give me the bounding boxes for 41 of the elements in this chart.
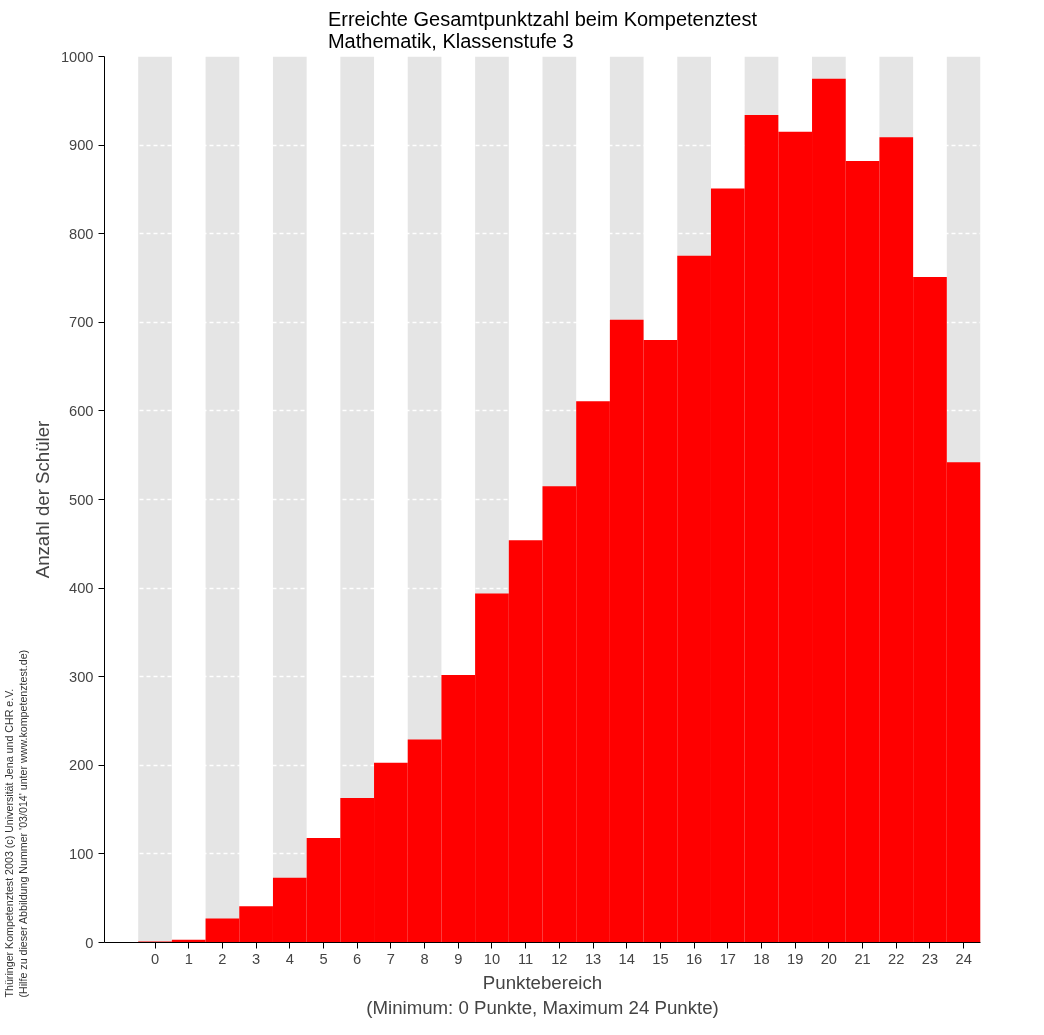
y-axis-title: Anzahl der Schüler bbox=[31, 420, 53, 579]
x-tick-label: 5 bbox=[319, 950, 328, 967]
x-tick-label: 20 bbox=[820, 950, 838, 967]
y-tick-label: 0 bbox=[85, 934, 94, 951]
x-tick-label: 13 bbox=[584, 950, 602, 967]
x-tick-label: 11 bbox=[518, 950, 534, 967]
y-tick-label: 500 bbox=[69, 491, 94, 508]
x-tick-label: 21 bbox=[854, 950, 871, 967]
x-tick-label: 24 bbox=[955, 950, 972, 967]
x-tick-label: 19 bbox=[787, 950, 804, 967]
x-tick-label: 2 bbox=[218, 950, 227, 967]
x-tick-label: 15 bbox=[652, 950, 669, 967]
x-tick-label: 1 bbox=[184, 950, 193, 967]
y-tick-label: 100 bbox=[69, 845, 94, 862]
x-tick-label: 8 bbox=[420, 950, 429, 967]
y-tick-label: 700 bbox=[69, 314, 94, 331]
x-tick-label: 12 bbox=[551, 950, 568, 967]
y-tick-label: 900 bbox=[69, 137, 94, 154]
x-tick-label: 22 bbox=[888, 950, 905, 967]
x-tick-label: 6 bbox=[353, 950, 362, 967]
x-tick-label: 23 bbox=[921, 950, 939, 967]
y-tick-label: 200 bbox=[69, 757, 94, 774]
x-tick-label: 14 bbox=[618, 950, 635, 967]
y-tick-label: 600 bbox=[69, 402, 94, 419]
x-axis-title: Punktebereich (Minimum: 0 Punkte, Maximum 24 Punkte) bbox=[366, 971, 719, 1018]
x-tick-label: 0 bbox=[150, 950, 160, 967]
x-tick-label: 7 bbox=[386, 950, 395, 967]
x-tick-label: 17 bbox=[719, 950, 736, 967]
y-tick-label: 800 bbox=[69, 225, 94, 242]
y-tick-label: 1000 bbox=[60, 48, 94, 65]
x-tick-label: 3 bbox=[252, 950, 261, 967]
x-tick-label: 9 bbox=[454, 950, 463, 967]
text: (Hilfe zu dieser Abbildung Nummer '03/014' unter www.kompetenztest.de) bbox=[16, 649, 29, 998]
x-tick-label: 18 bbox=[753, 950, 770, 967]
chart-title: Erreichte Gesamtpunktzahl beim Kompetenztest Mathematik, Klassenstufe 3 bbox=[327, 7, 758, 52]
x-tick-label: 16 bbox=[685, 950, 703, 967]
y-tick-label: 300 bbox=[69, 668, 94, 685]
x-tick-label: 4 bbox=[285, 950, 294, 967]
y-tick-label: 400 bbox=[69, 580, 94, 597]
text: Thüringer Kompetenztest 2003 (c) Universität Jena und CHR e.V. bbox=[2, 688, 15, 998]
x-tick-label: 10 bbox=[483, 950, 501, 967]
